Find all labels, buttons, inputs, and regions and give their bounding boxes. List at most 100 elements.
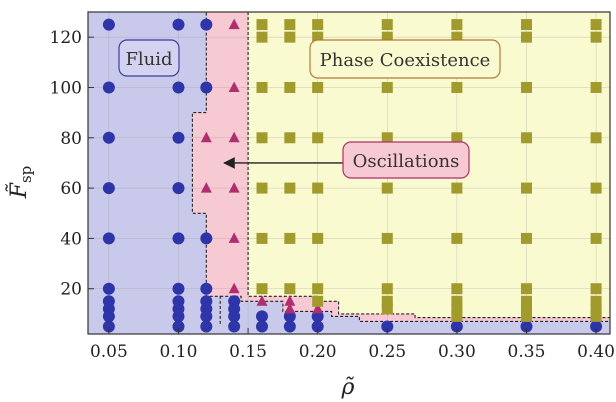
fluid-point — [102, 131, 115, 144]
coexistence-point — [256, 283, 268, 295]
oscillation-point — [228, 18, 240, 30]
coexistence-point — [381, 303, 393, 315]
coexistence-point — [312, 283, 324, 295]
coexistence-point — [284, 182, 296, 194]
oscillation-point — [200, 182, 212, 193]
coexistence-point — [312, 295, 324, 307]
fluid-point — [172, 131, 185, 144]
coexistence-point — [520, 283, 532, 295]
coexistence-point — [451, 132, 463, 144]
x-tick-label: 0.20 — [299, 342, 337, 362]
coexistence-point — [284, 283, 296, 295]
fluid-point — [102, 81, 115, 94]
fluid-point — [200, 232, 213, 245]
x-tick-label: 0.05 — [90, 342, 128, 362]
y-tick-label: 100 — [50, 78, 82, 98]
oscillation-point — [284, 295, 296, 306]
fluid-point — [520, 320, 533, 333]
fluid-point — [102, 232, 115, 245]
coexistence-point — [284, 132, 296, 144]
coexistence-point — [284, 232, 296, 244]
coexistence-point — [256, 81, 268, 93]
fluid-point — [172, 232, 185, 245]
oscillation-point — [228, 131, 240, 143]
coexistence-point — [451, 310, 463, 322]
fluid-point — [172, 282, 185, 295]
coexistence-point — [520, 303, 532, 315]
y-tick-label: 80 — [60, 129, 82, 149]
coexistence-point — [520, 31, 532, 43]
oscillation-point — [200, 131, 212, 143]
coexistence-point — [451, 182, 463, 194]
coexistence-label-box: Phase Coexistence — [309, 39, 501, 79]
oscillation-left-boundary — [191, 12, 221, 324]
coexistence-point — [451, 295, 463, 307]
coexistence-point — [312, 81, 324, 93]
coexistence-point — [590, 182, 602, 194]
coexistence-point — [451, 19, 463, 31]
x-tick-label: 0.10 — [160, 342, 198, 362]
coexistence-point — [590, 283, 602, 295]
coexistence-point — [590, 295, 602, 307]
coexistence-point — [520, 295, 532, 307]
oscillations-callout: Oscillations — [223, 141, 470, 179]
oscillation-point — [228, 232, 240, 243]
oscillation-point — [228, 81, 240, 92]
x-tick-label: 0.30 — [438, 342, 476, 362]
coexistence-boundary — [247, 12, 610, 319]
data-points — [102, 18, 603, 333]
coexistence-point — [451, 232, 463, 244]
coexistence-point — [312, 31, 324, 43]
coexistence-point — [381, 132, 393, 144]
coexistence-point — [590, 19, 602, 31]
y-tick-label: 120 — [50, 28, 82, 48]
coexistence-point — [381, 283, 393, 295]
fluid-point — [102, 18, 115, 31]
coexistence-point — [312, 19, 324, 31]
y-tick-label: 20 — [60, 280, 82, 300]
fluid-point — [381, 320, 394, 333]
coexistence-point — [284, 31, 296, 43]
fluid-point — [102, 282, 115, 295]
phase-boundaries — [191, 12, 610, 324]
fluid-point — [590, 320, 603, 333]
coexistence-point — [381, 232, 393, 244]
oscillation-point — [228, 282, 240, 294]
coexistence-point — [590, 31, 602, 43]
coexistence-point — [590, 310, 602, 322]
coexistence-point — [312, 182, 324, 194]
coexistence-point — [256, 132, 268, 144]
x-tick-label: 0.15 — [229, 342, 267, 362]
coexistence-point — [520, 182, 532, 194]
fluid-point — [256, 320, 268, 333]
fluid-point — [311, 320, 324, 333]
coexistence-point — [284, 81, 296, 93]
x-axis-ticks: 0.05 0.10 0.15 0.20 0.25 0.30 0.35 0.40 — [90, 328, 615, 362]
oscillation-point — [284, 302, 296, 314]
x-tick-label: 0.25 — [368, 342, 406, 362]
y-tick-label: 40 — [60, 229, 82, 249]
coexistence-point — [381, 31, 393, 43]
coexistence-point — [451, 283, 463, 295]
fluid-point — [200, 310, 213, 323]
fluid-point — [172, 18, 185, 31]
coexistence-point — [451, 303, 463, 315]
fluid-label-box: Fluid — [118, 39, 180, 77]
coexistence-point — [256, 182, 268, 194]
oscillation-point — [228, 182, 240, 193]
plot-frame — [87, 11, 611, 335]
x-tick-label: 0.35 — [508, 342, 546, 362]
fluid-point — [200, 282, 213, 295]
coexistence-point — [520, 310, 532, 322]
coexistence-point — [520, 132, 532, 144]
oscillation-point — [312, 302, 324, 314]
coexistence-point — [256, 19, 268, 31]
fluid-point — [256, 310, 268, 323]
coexistence-point — [451, 31, 463, 43]
coexistence-point — [312, 232, 324, 244]
fluid-point — [200, 81, 213, 94]
coexistence-point — [520, 232, 532, 244]
fluid-point — [311, 310, 324, 323]
coexistence-point — [590, 232, 602, 244]
